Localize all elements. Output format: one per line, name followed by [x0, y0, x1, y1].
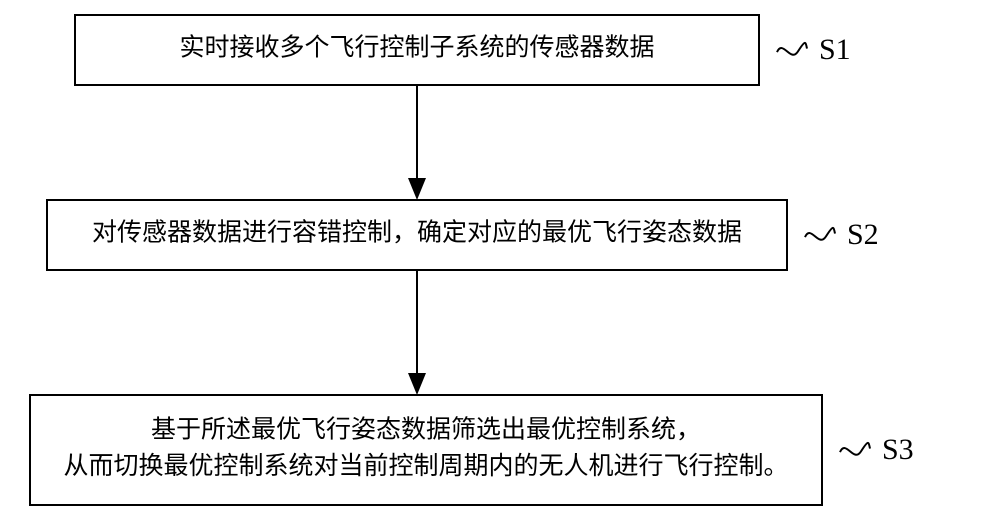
flow-node-text: 对传感器数据进行容错控制，确定对应的最优飞行姿态数据	[92, 219, 742, 247]
flow-node-s1: 实时接收多个飞行控制子系统的传感器数据	[75, 15, 759, 85]
arrowhead-icon	[408, 178, 426, 200]
flow-edge-s1-s2	[408, 85, 426, 200]
step-label-s1: S1	[819, 33, 851, 66]
flow-node-text: 实时接收多个飞行控制子系统的传感器数据	[179, 34, 654, 62]
flow-node-text: 基于所述最优飞行姿态数据筛选出最优控制系统，	[151, 416, 701, 444]
step-label-s2: S2	[847, 218, 879, 251]
brace-icon	[777, 43, 807, 55]
arrowhead-icon	[408, 373, 426, 395]
flow-node-text: 从而切换最优控制系统对当前控制周期内的无人机进行飞行控制。	[63, 452, 788, 480]
flow-node-box	[30, 395, 822, 505]
flow-edge-s2-s3	[408, 270, 426, 395]
brace-icon	[840, 443, 870, 455]
flow-node-s2: 对传感器数据进行容错控制，确定对应的最优飞行姿态数据	[47, 200, 787, 270]
step-label-s3: S3	[882, 433, 914, 466]
flow-node-s3: 基于所述最优飞行姿态数据筛选出最优控制系统， 从而切换最优控制系统对当前控制周期内…	[30, 395, 822, 505]
brace-icon	[805, 228, 835, 240]
